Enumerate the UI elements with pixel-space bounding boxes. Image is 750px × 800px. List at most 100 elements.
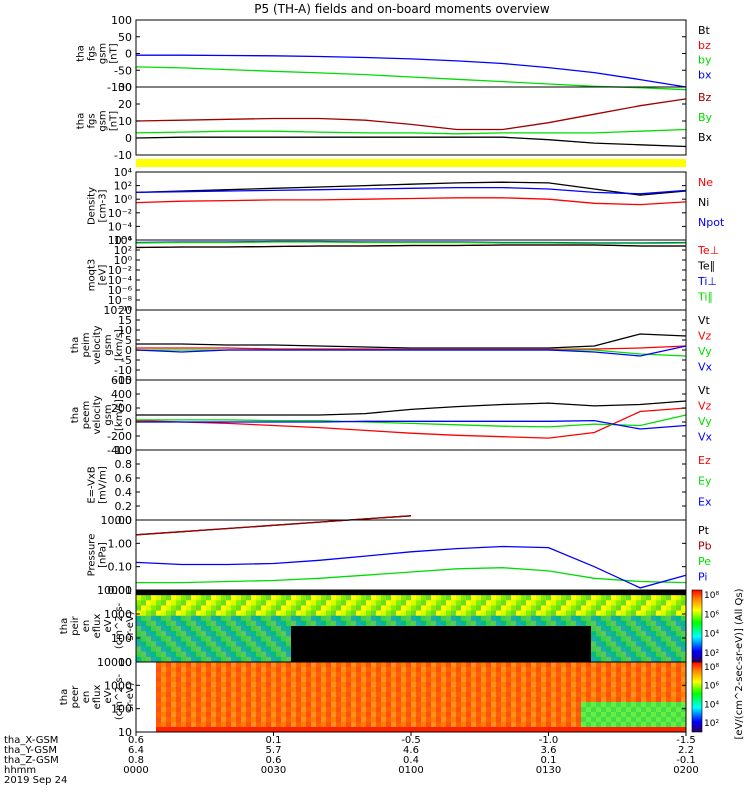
spectrogram-cell	[611, 590, 617, 596]
spectrogram-cell	[591, 641, 597, 648]
legend-Ey: Ey	[698, 475, 712, 488]
spectrogram-cell	[631, 722, 637, 728]
spectrogram-cell	[636, 677, 642, 683]
spectrogram-cell	[571, 636, 577, 642]
spectrogram-cell	[276, 677, 282, 683]
spectrogram-cell	[251, 656, 257, 663]
spectrogram-cell	[561, 590, 567, 596]
spectrogram-cell	[291, 692, 297, 698]
spectrogram-cell	[291, 677, 297, 683]
spectrogram-cell	[396, 672, 402, 678]
spectrogram-cell	[181, 662, 187, 668]
spectrogram-cell	[626, 722, 632, 728]
spectrogram-cell	[636, 682, 642, 688]
spectrogram-cell	[326, 605, 332, 612]
spectrogram-cell	[381, 600, 387, 606]
spectrogram-cell	[136, 677, 142, 683]
spectrogram-cell	[316, 646, 322, 653]
spectrogram-cell	[416, 692, 422, 698]
spectrogram-cell	[401, 722, 407, 728]
spectrogram-cell	[431, 610, 437, 617]
spectrogram-cell	[601, 636, 607, 642]
spectrogram-cell	[681, 605, 687, 612]
spectrogram-cell	[431, 672, 437, 678]
spectrogram-cell	[341, 727, 347, 733]
spectrogram-cell	[546, 631, 552, 637]
spectrogram-cell	[346, 697, 352, 703]
spectrogram-cell	[201, 600, 207, 606]
spectrogram-cell	[576, 727, 582, 733]
spectrogram-cell	[366, 672, 372, 678]
spectrogram-cell	[626, 712, 632, 718]
spectrogram-cell	[476, 620, 482, 627]
spectrogram-cell	[501, 631, 507, 637]
spectrogram-cell	[231, 620, 237, 627]
spectrogram-cell	[596, 672, 602, 678]
spectrogram-cell	[616, 697, 622, 703]
spectrogram-cell	[196, 595, 202, 601]
spectrogram-cell	[676, 712, 682, 718]
spectrogram-cell	[506, 697, 512, 703]
spectrogram-cell	[381, 626, 387, 632]
spectrogram-cell	[511, 636, 517, 642]
spectrogram-cell	[616, 615, 622, 622]
spectrogram-cell	[521, 626, 527, 632]
spectrogram-cell	[226, 590, 232, 596]
spectrogram-cell	[496, 702, 502, 708]
spectrogram-cell	[566, 662, 572, 668]
spectrogram-cell	[236, 727, 242, 733]
spectrogram-cell	[221, 727, 227, 733]
spectrogram-cell	[226, 707, 232, 713]
footer-cell: 0200	[673, 765, 698, 776]
spectrogram-cell	[666, 620, 672, 627]
spectrogram-cell	[216, 677, 222, 683]
spectrogram-cell	[621, 631, 627, 637]
spectrogram-cell	[336, 620, 342, 627]
spectrogram-cell	[386, 646, 392, 653]
spectrogram-cell	[181, 707, 187, 713]
spectrogram-cell	[556, 590, 562, 596]
spectrogram-cell	[436, 672, 442, 678]
spectrogram-cell	[396, 600, 402, 606]
spectrogram-cell	[261, 641, 267, 648]
y-tick-label: 600	[111, 374, 132, 387]
spectrogram-cell	[656, 707, 662, 713]
footer-row-label: tha_Z-GSM	[4, 755, 59, 766]
spectrogram-cell	[591, 677, 597, 683]
spectrogram-cell	[681, 712, 687, 718]
spectrogram-cell	[136, 692, 142, 698]
spectrogram-cell	[646, 651, 652, 658]
spectrogram-cell	[166, 656, 172, 663]
spectrogram-cell	[631, 626, 637, 632]
spectrogram-cell	[611, 677, 617, 683]
spectrogram-cell	[336, 636, 342, 642]
spectrogram-cell	[391, 590, 397, 596]
y-tick-label: 0	[125, 48, 132, 61]
spectrogram-cell	[461, 595, 467, 601]
spectrogram-cell	[321, 667, 327, 673]
spectrogram-cell	[576, 667, 582, 673]
spectrogram-cell	[316, 717, 322, 723]
spectrogram-cell	[371, 727, 377, 733]
spectrogram-cell	[641, 702, 647, 708]
spectrogram-cell	[351, 712, 357, 718]
spectrogram-cell	[426, 626, 432, 632]
spectrogram-cell	[596, 656, 602, 663]
spectrogram-cell	[336, 610, 342, 617]
spectrogram-cell	[586, 707, 592, 713]
spectrogram-cell	[271, 646, 277, 653]
spectrogram-cell	[651, 677, 657, 683]
spectrogram-cell	[311, 687, 317, 693]
spectrogram-cell	[206, 672, 212, 678]
spectrogram-cell	[511, 677, 517, 683]
spectrogram-cell	[416, 610, 422, 617]
spectrogram-cell	[426, 722, 432, 728]
spectrogram-cell	[436, 636, 442, 642]
spectrogram-cell	[211, 595, 217, 601]
series-line-Npot	[135, 186, 687, 195]
spectrogram-cell	[356, 595, 362, 601]
spectrogram-cell	[526, 626, 532, 632]
spectrogram-cell	[611, 656, 617, 663]
spectrogram-cell	[416, 600, 422, 606]
spectrogram-cell	[661, 722, 667, 728]
